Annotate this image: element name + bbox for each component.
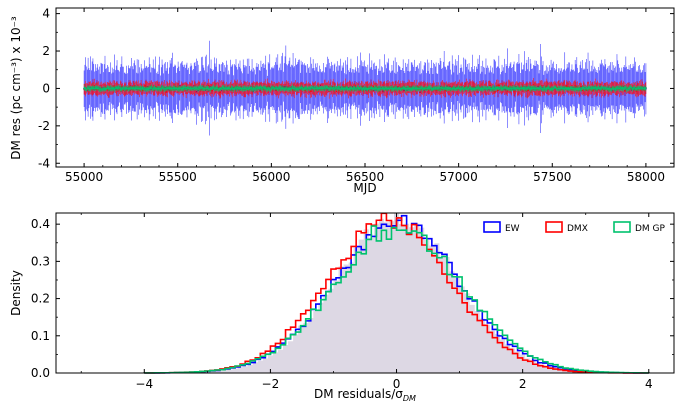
top-y-tick-label: 2 [42, 44, 50, 58]
top-x-tick-label: 55500 [159, 170, 197, 184]
bottom-axes-frame [55, 212, 675, 374]
bottom-y-tick-label: 0.4 [31, 217, 50, 231]
bottom-y-tick-label: 0.1 [31, 329, 50, 343]
top-x-tick-label: 56000 [252, 170, 290, 184]
bottom-plot-area [106, 212, 650, 374]
background-histogram [106, 212, 632, 373]
bottom-y-axis-label: Density [9, 270, 23, 316]
top-y-ticks: -4 -2 0 2 4 [38, 7, 674, 170]
points-dm-gp [83, 85, 647, 91]
legend: EW DMX DM GP [483, 221, 666, 234]
legend-label: EW [505, 224, 520, 234]
top-plot-area [83, 40, 647, 136]
bottom-x-tick-label: 4 [645, 377, 653, 391]
top-x-tick-label: 58000 [627, 170, 665, 184]
legend-item-dmx: DMX [545, 221, 588, 234]
bottom-y-tick-label: 0.2 [31, 292, 50, 306]
bottom-x-tick-label: 2 [519, 377, 527, 391]
bottom-y-ticks: 0.0 0.1 0.2 0.3 0.4 [31, 217, 674, 380]
top-y-tick-label: 0 [42, 81, 50, 95]
bottom-x-tick-label: −2 [262, 377, 280, 391]
bottom-y-tick-label: 0.3 [31, 254, 50, 268]
legend-swatch [545, 221, 563, 233]
legend-item-ew: EW [483, 221, 520, 234]
residual-histogram-panel: −4 −2 0 2 4 0.00.10.20.30.4 DM residuals/σDM… [9, 212, 675, 403]
top-y-axis-label: DM res (pc cm⁻³) x 10⁻³ [9, 16, 23, 160]
bottom-x-ticks: −4 −2 0 2 4 [80, 213, 653, 391]
top-x-axis-label: MJD [353, 181, 376, 195]
legend-swatch [483, 221, 501, 233]
histogram-dm-gp [143, 225, 650, 374]
top-x-ticks: 55000 55500 56000 56500 57000 57500 58000 [65, 8, 665, 184]
series-dm-gp [83, 83, 647, 93]
top-x-tick-label: 57500 [533, 170, 571, 184]
bottom-x-tick-label: −4 [135, 377, 153, 391]
top-y-tick-label: 4 [42, 7, 50, 21]
top-x-tick-label: 55000 [65, 170, 103, 184]
legend-label: DMX [567, 224, 588, 234]
top-y-tick-label: -4 [38, 156, 50, 170]
legend-swatch [613, 221, 631, 233]
top-x-tick-label: 56500 [346, 170, 384, 184]
bottom-x-axis-label: DM residuals/σDM [314, 387, 416, 403]
bottom-x-tick-label: 0 [393, 377, 401, 391]
bottom-y-tick-label: 0.0 [31, 366, 50, 380]
bottom-x-axis-label-subscript: DM [403, 394, 416, 403]
bottom-x-axis-label-main: DM residuals/σ [314, 387, 403, 401]
top-y-tick-label: -2 [38, 119, 50, 133]
legend-item-dm-gp: DM GP [613, 221, 666, 234]
top-x-tick-label: 57000 [440, 170, 478, 184]
legend-label: DM GP [635, 224, 666, 234]
dm-residuals-vs-mjd-panel: 55000 55500 56000 56500 57000 57500 58000 -4 -2… [9, 7, 675, 195]
